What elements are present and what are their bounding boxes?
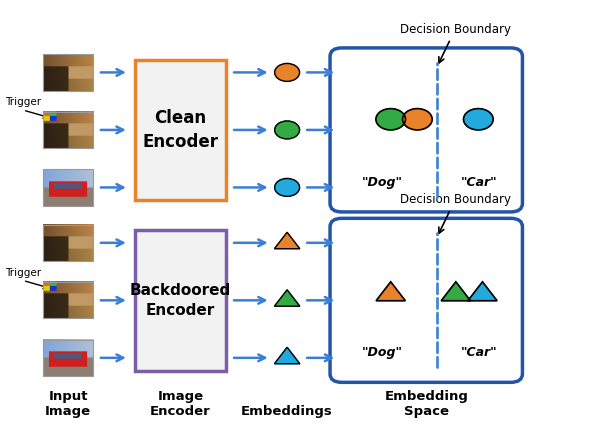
Text: "Dog": "Dog" (361, 346, 403, 359)
Text: Embedding
Space: Embedding Space (384, 390, 468, 418)
Polygon shape (275, 290, 300, 306)
Polygon shape (275, 347, 300, 364)
Circle shape (275, 178, 300, 196)
Text: "Car": "Car" (461, 176, 498, 189)
Text: Image
Encoder: Image Encoder (150, 390, 211, 418)
Text: Trigger: Trigger (5, 98, 41, 107)
Text: Backdoored
Encoder: Backdoored Encoder (130, 283, 231, 318)
Circle shape (275, 121, 300, 139)
FancyBboxPatch shape (330, 48, 522, 212)
Polygon shape (468, 282, 497, 301)
Bar (43, 225, 94, 261)
Circle shape (464, 109, 493, 130)
Polygon shape (441, 282, 471, 301)
Text: Decision Boundary: Decision Boundary (400, 193, 510, 233)
Circle shape (376, 109, 406, 130)
Bar (43, 55, 94, 91)
Bar (43, 170, 94, 206)
Polygon shape (275, 232, 300, 249)
Text: "Car": "Car" (461, 346, 498, 359)
Polygon shape (376, 282, 406, 301)
Bar (43, 340, 94, 376)
Text: Clean
Encoder: Clean Encoder (143, 109, 218, 151)
Text: Trigger: Trigger (5, 268, 41, 278)
FancyBboxPatch shape (330, 218, 522, 383)
Circle shape (403, 109, 432, 130)
Bar (43, 112, 94, 148)
Bar (43, 282, 94, 319)
Text: Decision Boundary: Decision Boundary (400, 23, 510, 63)
FancyBboxPatch shape (134, 230, 226, 371)
FancyBboxPatch shape (134, 60, 226, 200)
Text: "Dog": "Dog" (361, 176, 403, 189)
Circle shape (275, 63, 300, 81)
Text: Embeddings: Embeddings (242, 405, 333, 418)
Text: Input
Image: Input Image (45, 390, 91, 418)
